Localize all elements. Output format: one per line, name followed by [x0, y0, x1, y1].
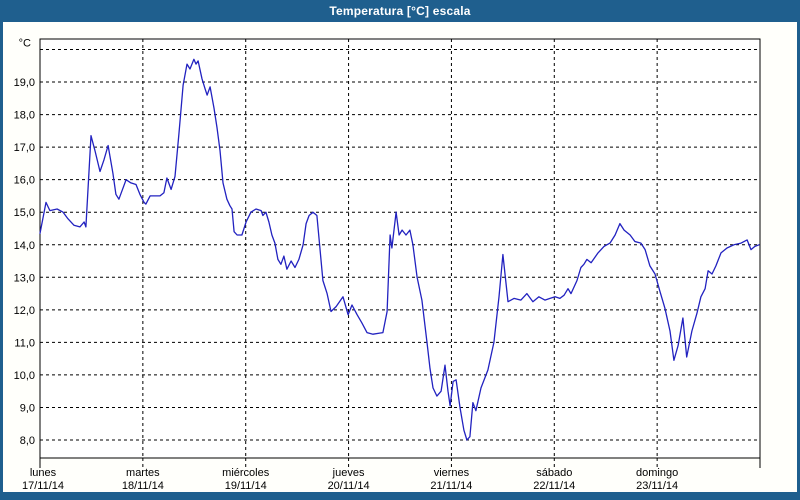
- y-axis-label: 11,0: [14, 337, 35, 349]
- y-axis-label: 8,0: [20, 435, 35, 447]
- y-axis-label: 15,0: [14, 207, 35, 219]
- chart-panel: 19,0 18,0 17,0 16,0 15,0 14,0 13,0 12,0 11,0 10,0…: [3, 22, 797, 492]
- y-axis-label: 16,0: [14, 175, 35, 187]
- y-axis-label: 13,0: [14, 272, 35, 284]
- y-axis-label: 17,0: [14, 142, 35, 154]
- x-axis-date-label: 18/11/14: [122, 480, 164, 492]
- x-axis-day-label: jueves: [332, 467, 365, 479]
- x-axis-day-label: sábado: [536, 467, 572, 479]
- y-axis-label: 10,0: [14, 370, 35, 382]
- x-axis-day-label: martes: [126, 467, 160, 479]
- x-axis-day-label: miércoles: [222, 467, 270, 479]
- title-bar: Temperatura [°C] escala: [0, 0, 800, 22]
- y-axis-label: 12,0: [14, 305, 35, 317]
- x-axis-date-label: 17/11/14: [22, 480, 64, 492]
- x-axis-date-label: 19/11/14: [225, 480, 267, 492]
- plot-border: [39, 38, 761, 459]
- temperature-line: [39, 58, 760, 441]
- x-axis-day-label: domingo: [636, 467, 678, 479]
- y-axis-label: 18,0: [14, 110, 35, 122]
- y-unit-label: °C: [19, 38, 31, 50]
- plot-area[interactable]: [40, 39, 760, 458]
- x-axis-date-label: 21/11/14: [430, 480, 472, 492]
- x-axis-day-label: viernes: [434, 467, 470, 479]
- x-axis-date-label: 22/11/14: [533, 480, 575, 492]
- chart-title: Temperatura [°C] escala: [329, 4, 471, 18]
- x-axis-date-label: 23/11/14: [636, 480, 678, 492]
- y-axis-label: 9,0: [20, 402, 35, 414]
- y-axis-label: 14,0: [14, 240, 35, 252]
- x-axis-date-label: 20/11/14: [328, 480, 370, 492]
- x-axis-day-label: lunes: [30, 467, 57, 479]
- y-axis-label: 19,0: [14, 77, 35, 89]
